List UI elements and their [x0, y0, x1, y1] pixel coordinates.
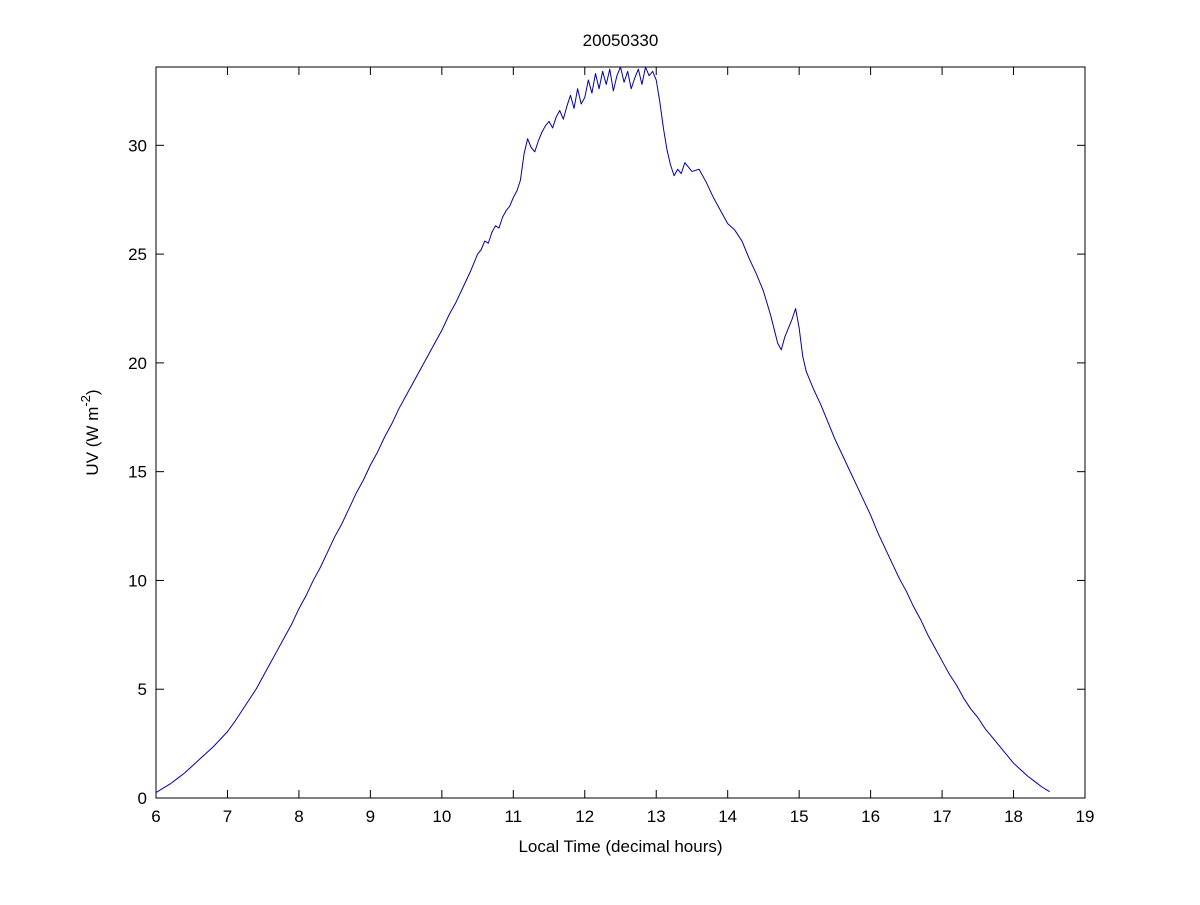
x-tick-label: 10 — [432, 807, 451, 826]
x-tick-label: 17 — [933, 807, 952, 826]
x-tick-label: 18 — [1004, 807, 1023, 826]
x-tick-label: 14 — [718, 807, 737, 826]
y-tick-label: 20 — [128, 354, 147, 373]
y-axis-label: UV (W m-2) — [78, 389, 102, 475]
x-tick-label: 13 — [647, 807, 666, 826]
y-tick-label: 30 — [128, 136, 147, 155]
x-axis-label: Local Time (decimal hours) — [518, 837, 722, 856]
x-tick-label: 6 — [151, 807, 160, 826]
x-tick-label: 12 — [575, 807, 594, 826]
y-tick-label: 25 — [128, 245, 147, 264]
y-tick-label: 5 — [138, 680, 147, 699]
y-tick-label: 0 — [138, 789, 147, 808]
y-tick-label: 15 — [128, 463, 147, 482]
x-tick-label: 19 — [1076, 807, 1095, 826]
y-tick-label: 10 — [128, 571, 147, 590]
x-tick-label: 11 — [504, 807, 522, 826]
x-tick-label: 15 — [790, 807, 809, 826]
axis-ticks — [155, 67, 1086, 799]
x-tick-label: 16 — [861, 807, 880, 826]
uv-series-line — [156, 67, 1050, 794]
plot-area — [155, 66, 1086, 799]
x-tick-label: 8 — [294, 807, 303, 826]
x-tick-label: 7 — [223, 807, 232, 826]
axis-tick-labels: 6 7 8 9 10 11 12 13 14 15 16 17 18 19 0 5 10 15 20 25 30 — [128, 136, 1094, 826]
chart-title: 20050330 — [583, 31, 659, 50]
x-tick-label: 9 — [366, 807, 375, 826]
